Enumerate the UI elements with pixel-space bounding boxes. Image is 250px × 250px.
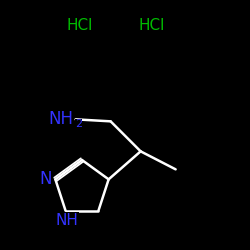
Text: NH: NH [55, 213, 78, 228]
Text: N: N [40, 170, 52, 188]
Text: HCl: HCl [139, 18, 165, 32]
Text: NH: NH [49, 110, 74, 128]
Text: 2: 2 [75, 119, 82, 129]
Text: HCl: HCl [67, 18, 93, 32]
